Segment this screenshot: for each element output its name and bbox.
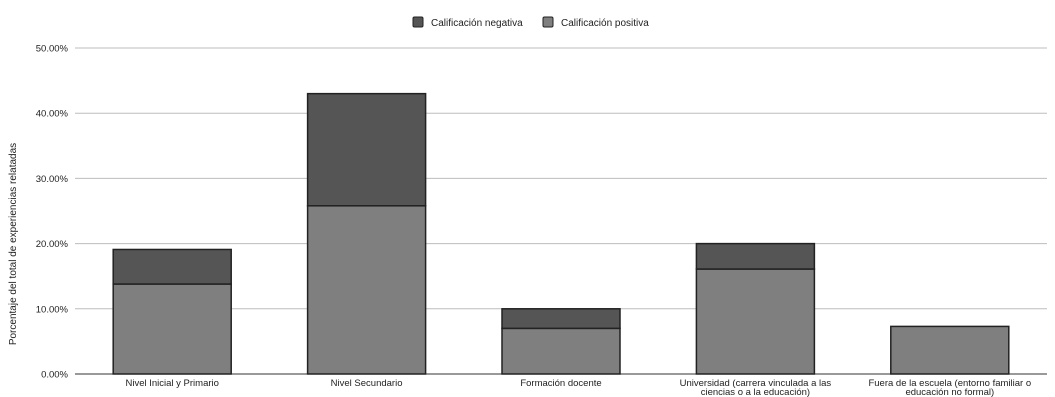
x-category-label: Formación docente: [520, 378, 601, 389]
bar-segment-positive: [501, 327, 621, 375]
legend-swatch: [412, 16, 424, 28]
bar-segment-negative: [695, 242, 816, 270]
y-tick-label: 10.00%: [36, 304, 69, 315]
x-category-label: educación no formal): [905, 387, 994, 397]
y-tick-label: 20.00%: [36, 239, 69, 250]
x-axis-labels: Nivel Inicial y Primario Nivel Secundario…: [125, 378, 1031, 397]
y-tick-label: 0.00%: [41, 370, 68, 381]
bars: [112, 92, 1010, 375]
x-category-label: Nivel Secundario: [331, 378, 403, 389]
bar-segment-negative: [306, 92, 427, 207]
legend-label: Calificación negativa: [431, 18, 523, 29]
bar-segment-positive: [890, 325, 1010, 375]
bar-segment-positive: [112, 283, 232, 375]
y-tick-label: 50.00%: [36, 44, 69, 55]
x-category-label: Nivel Inicial y Primario: [125, 378, 218, 389]
bar-segment-positive: [306, 205, 427, 375]
legend-label: Calificación positiva: [561, 18, 649, 29]
y-tick-label: 40.00%: [36, 109, 69, 120]
x-category-label: Universidad (carrera vinculada a las: [680, 378, 832, 389]
bar-segment-positive: [695, 268, 816, 375]
legend-swatch: [542, 16, 554, 28]
legend: Calificación negativa Calificación positi…: [412, 16, 649, 29]
gridlines: [75, 47, 1047, 375]
bar-segment-negative: [112, 248, 232, 285]
bar-segment-negative: [501, 308, 621, 330]
y-tick-label: 30.00%: [36, 174, 69, 185]
x-category-label: Fuera de la escuela (entorno familiar o: [868, 378, 1031, 389]
y-axis-ticks: 0.00% 10.00% 20.00% 30.00% 40.00% 50.00%: [36, 44, 69, 381]
x-category-label: ciencias o a la educación): [701, 387, 810, 397]
y-axis-title: Porcentaje del total de experiencias rel…: [8, 143, 19, 345]
